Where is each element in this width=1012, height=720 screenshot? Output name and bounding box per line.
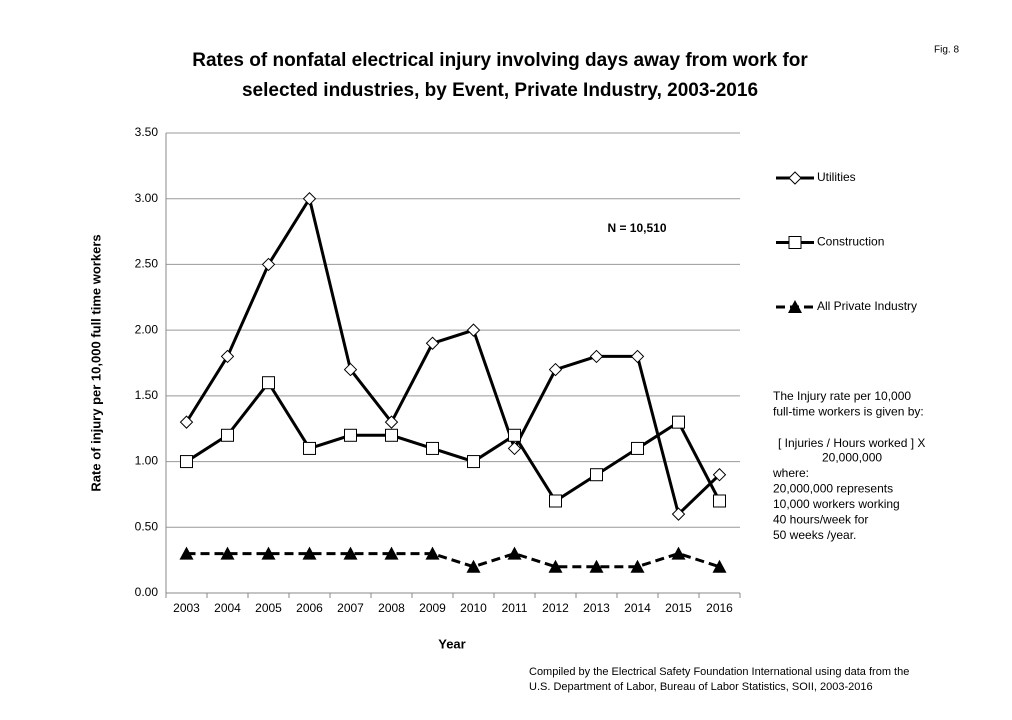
legend-label: Construction	[817, 235, 884, 249]
series-line	[186, 551, 720, 569]
marker-diamond	[630, 349, 645, 364]
note: 20,000,000 represents	[773, 482, 893, 496]
marker-diamond	[302, 192, 317, 206]
source: U.S. Department of Labor, Bureau of Labo…	[529, 681, 873, 693]
marker-diamond	[589, 349, 604, 364]
marker-diamond	[671, 507, 686, 521]
x-tick-label: 2003	[173, 601, 200, 615]
marker-triangle	[384, 546, 399, 560]
marker-triangle	[261, 546, 276, 560]
marker-square	[303, 441, 316, 455]
note: 50 weeks /year.	[773, 528, 856, 542]
y-tick-label: 0.00	[135, 585, 159, 599]
marker-square	[385, 428, 398, 442]
marker-diamond	[507, 441, 522, 456]
x-tick-label: 2014	[624, 601, 651, 615]
legend-label: All Private Industry	[817, 299, 917, 313]
marker-diamond	[466, 323, 481, 337]
y-tick-label: 3.50	[135, 125, 159, 139]
marker-square	[221, 428, 234, 442]
chart-title: selected industries, by Event, Private I…	[242, 80, 758, 101]
y-axis-label: Rate of injury per 10,000 full time work…	[88, 234, 103, 491]
x-tick-label: 2015	[665, 601, 692, 615]
x-tick-label: 2010	[460, 601, 487, 615]
marker-triangle	[788, 300, 802, 313]
marker-triangle	[466, 559, 481, 573]
marker-diamond	[548, 362, 563, 377]
marker-diamond	[220, 349, 235, 364]
y-tick-label: 1.50	[135, 388, 159, 402]
chart-title: Rates of nonfatal electrical injury invo…	[192, 50, 808, 71]
x-tick-label: 2008	[378, 601, 405, 615]
marker-diamond	[343, 362, 358, 377]
legend-label: Utilities	[817, 170, 856, 184]
x-tick-label: 2012	[542, 601, 569, 615]
figure-label: Fig. 8	[934, 45, 959, 56]
marker-square	[713, 494, 726, 508]
marker-diamond	[261, 257, 276, 272]
note: full-time workers is given by:	[773, 405, 924, 419]
marker-square	[788, 236, 802, 249]
marker-square	[672, 415, 685, 429]
x-tick-label: 2011	[502, 601, 528, 615]
note: [ Injuries / Hours worked ] X	[778, 436, 925, 450]
marker-square	[344, 428, 357, 442]
x-tick-label: 2006	[296, 601, 323, 615]
x-tick-label: 2004	[214, 601, 241, 615]
x-tick-label: 2007	[337, 601, 364, 615]
x-tick-label: 2009	[419, 601, 446, 615]
marker-square	[262, 376, 275, 390]
marker-triangle	[671, 546, 686, 560]
y-tick-label: 3.00	[135, 191, 159, 205]
marker-diamond	[712, 468, 727, 482]
y-tick-label: 2.00	[135, 322, 159, 336]
series-line	[185, 380, 721, 504]
note: where:	[772, 466, 809, 480]
marker-square	[426, 441, 439, 455]
marker-triangle	[425, 546, 440, 560]
marker-triangle	[589, 559, 604, 573]
annotation: N = 10,510	[607, 221, 666, 235]
source: Compiled by the Electrical Safety Founda…	[529, 666, 909, 678]
note: 40 hours/week for	[773, 513, 868, 527]
marker-triangle	[630, 559, 645, 573]
marker-triangle	[343, 546, 358, 560]
marker-square	[631, 441, 644, 455]
series-line	[185, 194, 721, 518]
x-tick-label: 2013	[583, 601, 610, 615]
marker-square	[180, 455, 193, 469]
marker-triangle	[179, 546, 194, 560]
marker-square	[549, 494, 562, 508]
marker-triangle	[220, 546, 235, 560]
marker-square	[590, 468, 603, 482]
marker-triangle	[548, 559, 563, 573]
marker-triangle	[302, 546, 317, 560]
x-axis-label: Year	[438, 636, 465, 651]
marker-diamond	[425, 336, 440, 350]
marker-triangle	[712, 559, 727, 573]
marker-square	[508, 428, 521, 442]
note: 20,000,000	[822, 451, 882, 465]
marker-diamond	[788, 171, 802, 185]
marker-diamond	[179, 415, 194, 429]
x-tick-label: 2016	[706, 601, 733, 615]
x-tick-label: 2005	[255, 601, 282, 615]
marker-square	[467, 455, 480, 469]
y-tick-label: 1.00	[135, 454, 159, 468]
y-tick-label: 2.50	[135, 257, 159, 271]
y-tick-label: 0.50	[135, 519, 159, 533]
note: The Injury rate per 10,000	[773, 389, 911, 403]
note: 10,000 workers working	[773, 497, 900, 511]
marker-diamond	[384, 415, 399, 429]
marker-triangle	[507, 546, 522, 560]
